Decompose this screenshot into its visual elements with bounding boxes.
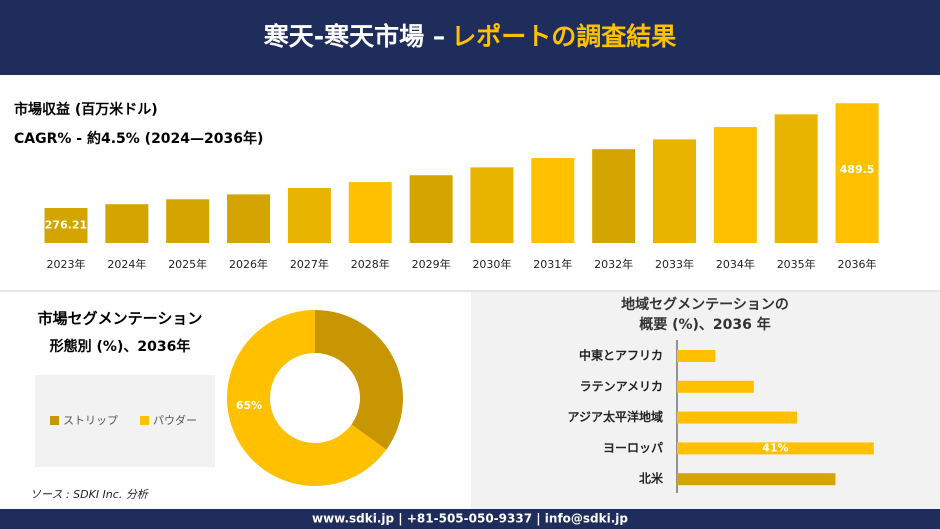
bar (653, 139, 696, 243)
donut-slice (226, 309, 387, 486)
data-label: 41% (762, 441, 788, 454)
right-panel (471, 292, 940, 509)
bar (287, 187, 331, 243)
bar (409, 175, 453, 243)
source-note: ソース : SDKI Inc. 分析 (30, 488, 150, 501)
bar (470, 167, 514, 243)
x-tick-label: 2028年 (351, 257, 390, 271)
data-label: 65% (236, 399, 262, 412)
bar (774, 114, 818, 243)
donut-slice (315, 310, 403, 450)
header-band (0, 0, 940, 75)
data-label: 276.21 (45, 219, 87, 232)
bar (713, 127, 757, 243)
x-tick-label: 2023年 (47, 257, 86, 271)
bar (105, 204, 149, 243)
y-tick-label: アジア太平洋地域 (567, 409, 663, 424)
bar (592, 149, 636, 243)
x-tick-label: 2024年 (107, 257, 146, 271)
bar (677, 411, 797, 424)
x-tick-label: 2033年 (655, 257, 694, 271)
chart-title: 市場収益 (百万米ドル) (14, 101, 158, 118)
x-tick-label: 2030年 (472, 257, 511, 271)
title-accent: レポートの調査結果 (451, 22, 676, 51)
legend-label: パウダー (153, 413, 197, 427)
legend-label: ストリップ (63, 414, 118, 427)
chart-title: 市場セグメンテーション (38, 310, 203, 328)
x-tick-label: 2026年 (229, 257, 268, 271)
title-main: 寒天-寒天市場 – (264, 22, 446, 51)
chart-title: 地域セグメンテーションの (621, 296, 789, 313)
bar (166, 199, 210, 243)
y-tick-label: 北米 (639, 471, 664, 486)
footer-band (0, 509, 940, 529)
bar (677, 473, 836, 486)
bar (348, 182, 392, 243)
legend-swatch (50, 416, 59, 425)
x-tick-label: 2031年 (533, 257, 572, 271)
header-title: 寒天-寒天市場 – レポートの調査結果 (264, 22, 677, 51)
y-tick-label: ラテンアメリカ (580, 379, 663, 393)
chart-subtitle: 形態別 (%)、2036年 (50, 338, 191, 355)
footer-contact: www.sdki.jp | +81-505-050-9337 | info@sd… (312, 512, 628, 526)
bar (677, 380, 754, 393)
x-tick-label: 2029年 (412, 257, 451, 271)
x-tick-label: 2032年 (594, 257, 633, 271)
bar (531, 158, 575, 243)
bar (835, 103, 879, 244)
bar (44, 208, 88, 243)
x-tick-label: 2036年 (838, 257, 877, 271)
bar (677, 350, 716, 362)
legend-swatch (140, 416, 149, 425)
chart-subtitle: CAGR% - 約4.5% (2024—2036年) (14, 130, 263, 147)
data-label: 489.5 (840, 163, 875, 176)
x-tick-label: 2034年 (716, 257, 755, 271)
bar (677, 442, 874, 455)
bar (227, 194, 271, 243)
x-tick-label: 2035年 (777, 257, 816, 271)
y-tick-label: 中東とアフリカ (579, 348, 663, 363)
x-tick-label: 2025年 (168, 257, 207, 271)
legend-box (35, 375, 215, 467)
chart-subtitle: 概要 (%)、2036 年 (639, 316, 771, 333)
x-tick-label: 2027年 (290, 257, 329, 271)
y-tick-label: ヨーロッパ (603, 441, 663, 455)
